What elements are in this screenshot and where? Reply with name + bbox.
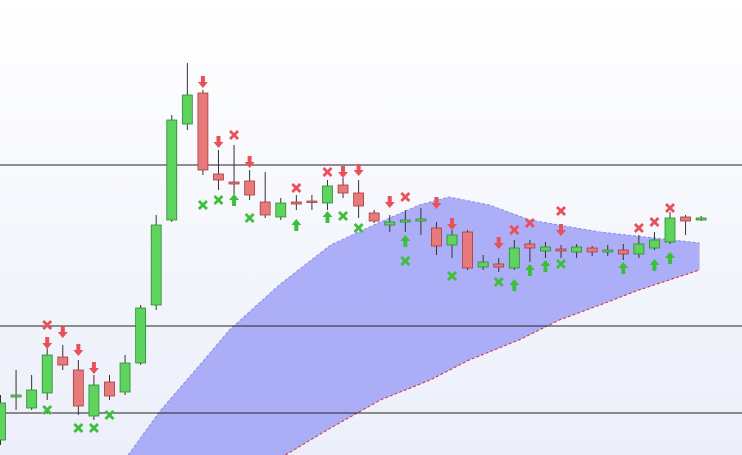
candle-body — [477, 261, 489, 268]
buy-cross — [353, 223, 364, 233]
candle-body — [571, 246, 582, 253]
buy-cross — [88, 423, 99, 433]
buy-cross — [213, 195, 224, 205]
candle-body — [306, 200, 318, 203]
buy-arrow — [291, 219, 302, 231]
sell-cross — [322, 167, 333, 177]
candle-body — [150, 224, 162, 306]
sell-cross — [400, 192, 411, 202]
buy-cross — [447, 271, 458, 281]
candle-body — [213, 173, 224, 181]
candle-body — [322, 185, 333, 204]
buy-arrow — [400, 235, 411, 247]
sell-arrow — [384, 196, 395, 208]
candle-body — [0, 402, 6, 441]
band-lower — [285, 269, 700, 455]
candle-body — [384, 221, 396, 226]
sell-arrow — [42, 337, 53, 349]
candle-body — [181, 94, 193, 125]
sell-arrow — [556, 224, 567, 236]
buy-cross — [338, 211, 349, 221]
sell-arrow — [493, 237, 504, 249]
candle-body — [119, 362, 131, 393]
candle-body — [493, 263, 505, 268]
buy-arrow — [649, 259, 660, 271]
candle-body — [368, 212, 380, 222]
candle-body — [275, 202, 287, 218]
buy-arrow — [229, 194, 240, 206]
sell-cross — [649, 217, 660, 227]
buy-arrow — [618, 262, 629, 274]
candle-body — [104, 381, 115, 397]
sell-arrow — [338, 166, 349, 178]
buy-arrow — [509, 279, 520, 291]
band-upper — [127, 196, 700, 455]
sell-arrow — [213, 136, 224, 148]
candle-body — [602, 249, 614, 253]
buy-cross — [400, 256, 411, 266]
sell-cross — [633, 223, 644, 233]
candle-body — [337, 184, 349, 194]
candle-body — [41, 354, 53, 394]
sell-cross — [556, 206, 567, 216]
sell-arrow — [88, 362, 99, 374]
buy-cross — [244, 213, 255, 223]
candle-body — [197, 92, 209, 171]
candle-body — [166, 119, 178, 221]
candle-body — [353, 192, 365, 207]
candle-body — [244, 180, 256, 196]
candle-body — [555, 248, 567, 252]
candle-body — [290, 201, 302, 205]
candle-body — [649, 239, 660, 249]
candle-body — [259, 201, 271, 216]
sell-arrow — [447, 218, 458, 230]
candle-body — [135, 307, 147, 364]
candle-body — [415, 218, 427, 222]
candle-body — [633, 243, 645, 255]
candle-body — [57, 356, 69, 366]
sell-arrow — [57, 326, 68, 338]
buy-cross — [197, 200, 208, 210]
sell-cross — [665, 203, 676, 213]
sell-cross — [229, 130, 240, 140]
buy-cross — [73, 423, 84, 433]
candle-body — [399, 219, 411, 223]
candle-body — [431, 227, 442, 247]
sell-arrow — [73, 344, 84, 356]
candle-body — [228, 181, 240, 185]
buy-cross — [104, 410, 115, 420]
candle-body — [524, 243, 536, 249]
candle-body — [508, 247, 520, 269]
sell-cross — [524, 218, 535, 228]
buy-arrow — [524, 264, 535, 276]
buy-arrow — [322, 211, 333, 223]
candle-body — [680, 216, 691, 222]
sell-cross — [509, 225, 520, 235]
candle-body — [446, 234, 458, 246]
buy-arrow — [540, 260, 551, 272]
sell-cross — [42, 320, 53, 330]
candle-body — [26, 389, 38, 409]
candle-body — [10, 394, 22, 398]
buy-cross — [556, 259, 567, 269]
sell-arrow — [431, 197, 442, 209]
sell-cross — [291, 183, 302, 193]
buy-arrow — [665, 252, 676, 264]
candle-body — [540, 246, 551, 252]
candle-body — [88, 384, 100, 417]
sell-arrow — [353, 164, 364, 176]
buy-cross — [493, 277, 504, 287]
buy-cross — [42, 405, 53, 415]
candle-body — [695, 217, 707, 221]
candle-body — [664, 217, 676, 243]
sell-arrow — [197, 76, 208, 88]
candle-body — [72, 369, 84, 407]
candle-body — [617, 249, 629, 255]
candle-body — [462, 231, 474, 269]
candle-body — [586, 247, 598, 253]
sell-arrow — [244, 156, 255, 168]
